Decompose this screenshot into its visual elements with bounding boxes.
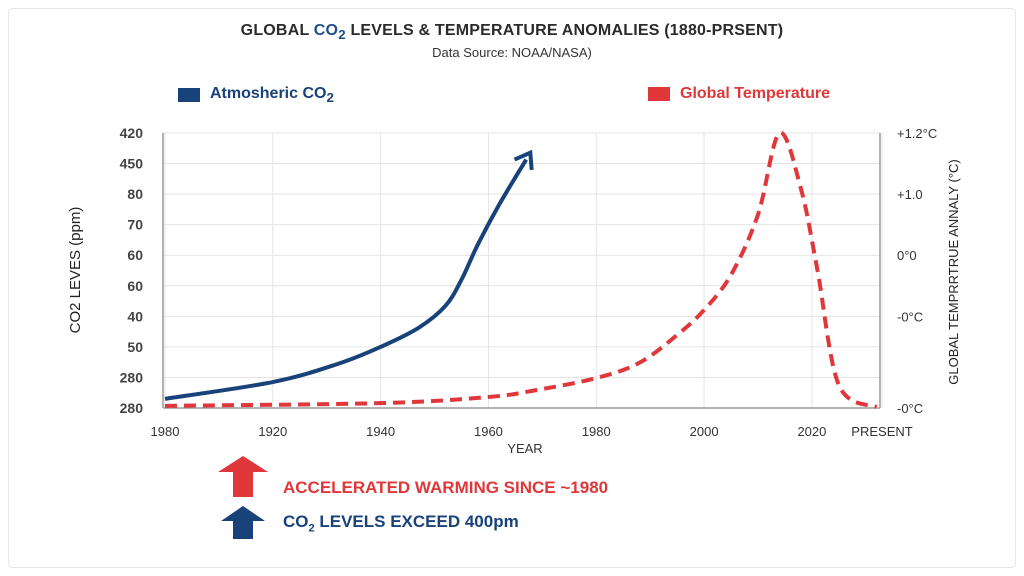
x-tick-label: 1980	[151, 424, 180, 439]
blue-up-arrow-icon	[221, 506, 265, 539]
y-right-tick-label: +1.0	[897, 187, 923, 202]
y-left-tick-label: 420	[120, 125, 144, 141]
y-right-tick-label: 0°0	[897, 248, 917, 263]
legend-item-temperature: Global Temperature	[648, 85, 830, 103]
legend-swatch-temperature	[648, 87, 670, 101]
y-left-tick-label: 80	[127, 186, 143, 202]
y-right-tick-label: +1.2°C	[897, 126, 937, 141]
y-left-tick-label: 60	[127, 278, 143, 294]
x-tick-label: 1940	[366, 424, 395, 439]
y-left-tick-label: 60	[127, 247, 143, 263]
legend-label-co2: Atmosheric CO2	[210, 85, 334, 106]
x-tick-label: 1920	[258, 424, 287, 439]
y-left-tick-label: 50	[127, 339, 143, 355]
x-tick-label: 1980	[582, 424, 611, 439]
x-axis-label: YEAR	[507, 441, 542, 456]
legend-label-temperature: Global Temperature	[680, 85, 830, 102]
y-axis-right-label: GLOBAL TEMPRRTRUE ANNALY (°C)	[946, 159, 961, 385]
y-right-tick-label: -0°C	[897, 401, 923, 416]
x-tick-label: 2000	[690, 424, 719, 439]
co2-arrowhead-icon	[513, 149, 534, 171]
y-left-tick-label: 40	[127, 308, 143, 324]
x-tick-label: 2020	[797, 424, 826, 439]
chart-subtitle: Data Source: NOAA/NASA)	[432, 45, 592, 60]
x-tick-label: PRESENT	[851, 424, 912, 439]
y-axis-left-label: CO2 LEVES (ppm)	[67, 207, 84, 334]
y-left-tick-label: 450	[120, 156, 144, 172]
red-up-arrow-icon	[218, 456, 268, 497]
legend-item-co2: Atmosheric CO2	[178, 85, 334, 105]
y-left-tick-label: 280	[120, 400, 144, 416]
chart-frame	[8, 8, 1016, 568]
series-line-co2	[164, 158, 528, 401]
series-line-temperature	[164, 130, 878, 409]
x-tick-label: 1960	[474, 424, 503, 439]
y-left-tick-label: 280	[120, 369, 144, 385]
y-right-tick-label: -0°C	[897, 309, 923, 324]
annotation-warming: ACCELERATED WARMING SINCE ~1980	[283, 478, 609, 497]
legend-swatch-co2	[178, 88, 200, 103]
annotation-co2: CO2 LEVELS EXCEED 400pm	[283, 512, 519, 535]
chart-title: GLOBAL CO2 LEVELS & TEMPERATURE ANOMALIE…	[240, 22, 784, 43]
y-left-tick-label: 70	[127, 217, 143, 233]
